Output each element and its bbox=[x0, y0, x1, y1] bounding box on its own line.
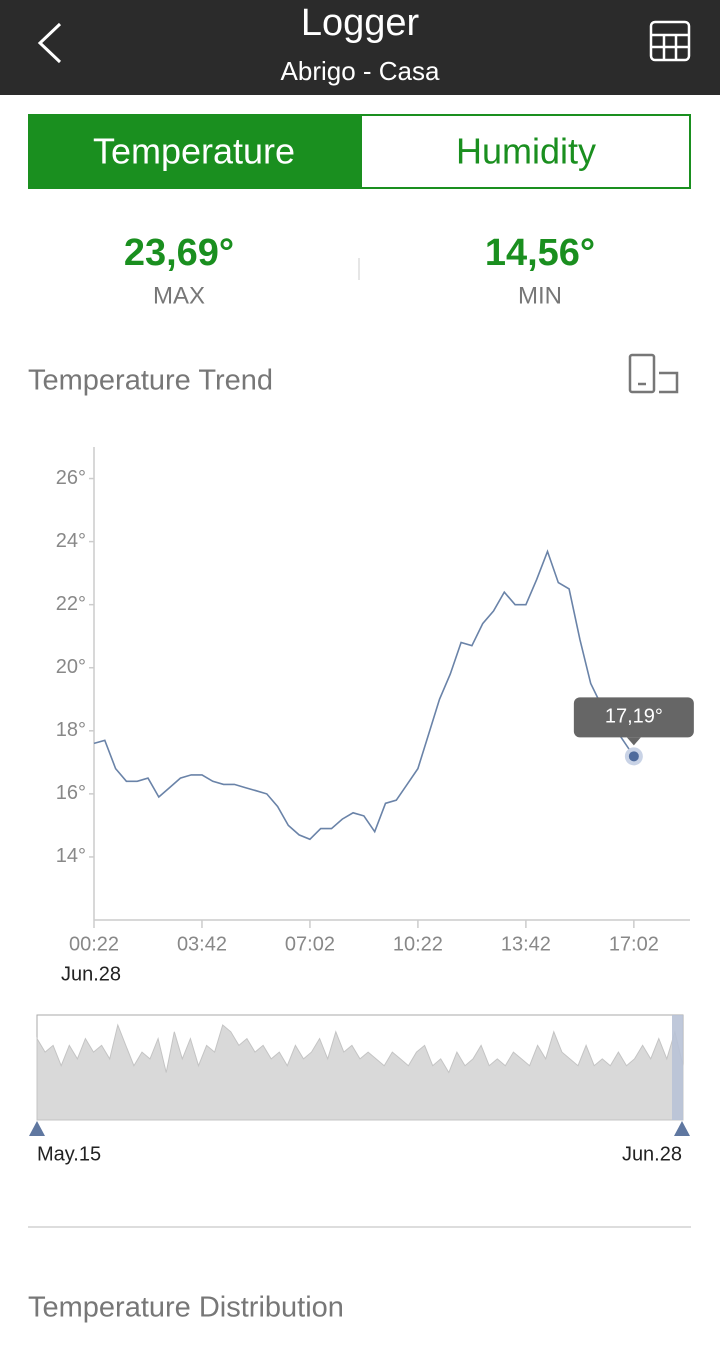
selected-point bbox=[628, 751, 639, 762]
tooltip-text: 17,19° bbox=[605, 706, 663, 728]
stat-value: 14,56° bbox=[485, 232, 595, 274]
navigator-handle[interactable] bbox=[674, 1121, 690, 1136]
tooltip bbox=[573, 697, 694, 738]
y-tick-label: 14° bbox=[56, 845, 86, 867]
tab[interactable] bbox=[360, 114, 691, 189]
header-bar bbox=[0, 0, 720, 95]
tab-label[interactable]: Temperature bbox=[93, 131, 295, 172]
x-tick-label: 10:22 bbox=[393, 933, 443, 955]
table-button[interactable] bbox=[649, 20, 691, 62]
y-tick-label: 26° bbox=[56, 467, 86, 489]
y-tick-label: 18° bbox=[56, 719, 86, 741]
section-title: Temperature Distribution bbox=[28, 1292, 344, 1324]
header-subtitle: Abrigo - Casa bbox=[281, 56, 440, 86]
navigator-handle[interactable] bbox=[29, 1121, 45, 1136]
stat-label: MAX bbox=[153, 282, 205, 309]
x-tick-label: 17:02 bbox=[609, 933, 659, 955]
x-tick-label: 13:42 bbox=[501, 933, 551, 955]
x-tick-label: 07:02 bbox=[285, 933, 335, 955]
rotate-button[interactable] bbox=[628, 353, 679, 394]
tooltip-pointer bbox=[626, 737, 641, 746]
navigator-area bbox=[36, 1023, 684, 1121]
navigator-selection[interactable] bbox=[672, 1015, 683, 1120]
stat-value: 23,69° bbox=[124, 232, 234, 274]
y-tick-label: 24° bbox=[56, 530, 86, 552]
section-title: Temperature Trend bbox=[28, 365, 273, 397]
tab-selected[interactable] bbox=[28, 114, 361, 189]
x-tick-label: 00:22 bbox=[69, 933, 119, 955]
data-line bbox=[93, 549, 635, 841]
y-tick-label: 20° bbox=[56, 656, 86, 678]
y-tick-label: 16° bbox=[56, 782, 86, 804]
navigator-label: Jun.28 bbox=[622, 1143, 682, 1165]
header-title: Logger bbox=[301, 2, 420, 44]
stat-label: MIN bbox=[518, 282, 562, 309]
date-label: Jun.28 bbox=[61, 963, 121, 985]
x-tick-label: 03:42 bbox=[177, 933, 227, 955]
back-button[interactable] bbox=[37, 22, 62, 64]
navigator-label: May.15 bbox=[37, 1143, 101, 1165]
tab-label[interactable]: Humidity bbox=[456, 131, 596, 172]
y-tick-label: 22° bbox=[56, 593, 86, 615]
